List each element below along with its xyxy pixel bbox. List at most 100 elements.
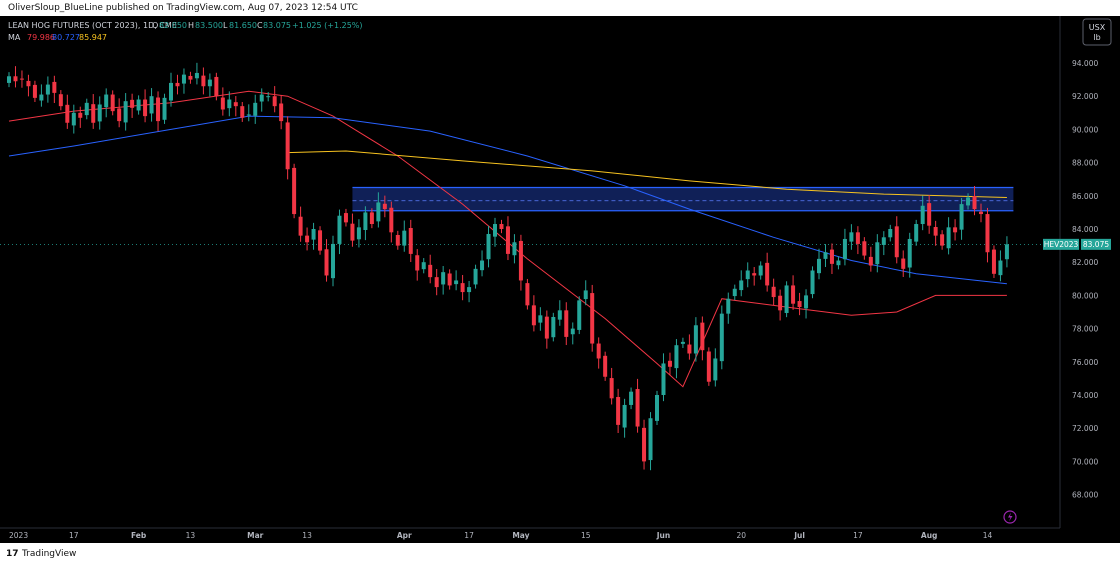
candle bbox=[363, 206, 368, 241]
candle bbox=[272, 86, 277, 113]
candle-body bbox=[428, 264, 433, 278]
legend-low-label: L bbox=[223, 21, 228, 30]
price-tag: HEV2023 83.075 bbox=[1043, 238, 1111, 250]
candle-body bbox=[26, 80, 31, 87]
candle-body bbox=[39, 94, 44, 101]
candle bbox=[415, 249, 420, 281]
candle bbox=[97, 96, 102, 130]
resistance-zone[interactable] bbox=[352, 187, 1014, 211]
candle-body bbox=[480, 260, 485, 271]
x-tick-label: Aug bbox=[921, 531, 938, 540]
candle-body bbox=[227, 99, 232, 109]
candle bbox=[674, 339, 679, 379]
legend-high: 83.500 bbox=[195, 21, 223, 30]
candle-body bbox=[350, 223, 355, 241]
candle bbox=[65, 94, 70, 129]
candle-body bbox=[84, 102, 89, 116]
candle bbox=[162, 93, 167, 124]
candle bbox=[318, 226, 323, 255]
candle bbox=[901, 250, 906, 277]
candle bbox=[557, 300, 562, 326]
candle-body bbox=[376, 202, 381, 222]
candle bbox=[791, 275, 796, 310]
candle-body bbox=[940, 234, 945, 246]
candle bbox=[862, 237, 867, 260]
candle bbox=[907, 232, 912, 278]
candle-body bbox=[726, 298, 731, 314]
candle-body bbox=[823, 252, 828, 259]
candle-body bbox=[590, 293, 595, 344]
candle-body bbox=[91, 104, 96, 123]
candle bbox=[311, 222, 316, 250]
moving-average-line bbox=[8, 115, 1007, 285]
candle bbox=[441, 266, 446, 295]
candle bbox=[220, 87, 225, 116]
candle bbox=[538, 307, 543, 331]
candle bbox=[246, 104, 251, 122]
candle bbox=[888, 224, 893, 242]
candle-body bbox=[985, 214, 990, 253]
candle-body bbox=[680, 341, 685, 344]
candle-body bbox=[13, 76, 18, 82]
candle bbox=[829, 243, 834, 274]
candle-body bbox=[953, 227, 958, 233]
price-chart[interactable]: 94.000 92.000 90.000 88.000 86.000 84.000 82.0… bbox=[0, 16, 1120, 543]
candle bbox=[505, 216, 510, 261]
candle bbox=[389, 201, 394, 243]
y-tick-label: 90.000 bbox=[1072, 125, 1098, 134]
candle bbox=[868, 246, 873, 272]
candle bbox=[518, 234, 523, 291]
candle bbox=[39, 84, 44, 107]
candle bbox=[667, 352, 672, 375]
publisher-bar: OliverSloup_BlueLine published on Tradin… bbox=[0, 0, 1120, 16]
price-tag-symbol: HEV2023 bbox=[1044, 240, 1079, 249]
legend-change: +1.025 (+1.25%) bbox=[292, 21, 363, 30]
candle-body bbox=[45, 84, 50, 95]
candle-body bbox=[817, 258, 821, 274]
candle-body bbox=[110, 94, 115, 112]
candle-body bbox=[246, 114, 251, 116]
candle-body bbox=[758, 265, 763, 276]
candle-body bbox=[907, 238, 912, 268]
candle-body bbox=[337, 215, 342, 244]
candle-body bbox=[622, 404, 627, 428]
candle bbox=[402, 220, 407, 252]
candle bbox=[940, 230, 945, 250]
candle-body bbox=[408, 228, 413, 254]
chart-area[interactable]: 94.000 92.000 90.000 88.000 86.000 84.000 82.0… bbox=[0, 16, 1120, 543]
candle bbox=[343, 208, 348, 227]
events-icon[interactable] bbox=[1003, 510, 1017, 524]
candle-body bbox=[551, 316, 556, 338]
candle-body bbox=[194, 72, 199, 79]
price-tag-value: 83.075 bbox=[1083, 240, 1109, 249]
candle bbox=[732, 284, 737, 301]
candle-body bbox=[804, 295, 809, 309]
candle-body bbox=[71, 112, 76, 126]
candle-body bbox=[946, 227, 951, 249]
candle bbox=[914, 219, 919, 246]
candle bbox=[110, 90, 115, 116]
currency-badge[interactable]: USX lb bbox=[1082, 18, 1112, 46]
candle-body bbox=[318, 230, 323, 251]
publisher-line: OliverSloup_BlueLine published on Tradin… bbox=[8, 3, 358, 13]
candle-body bbox=[674, 345, 679, 369]
y-tick-label: 94.000 bbox=[1072, 59, 1098, 68]
candle-body bbox=[473, 268, 478, 285]
x-tick-label: 17 bbox=[69, 531, 79, 540]
candle-body bbox=[706, 351, 711, 382]
candle bbox=[583, 280, 588, 306]
candle-body bbox=[564, 310, 569, 337]
candle-body bbox=[266, 96, 271, 98]
candle bbox=[881, 231, 886, 256]
candle-body bbox=[136, 99, 141, 111]
candle bbox=[356, 219, 361, 248]
candle bbox=[959, 197, 964, 240]
candle bbox=[305, 227, 310, 251]
candle bbox=[227, 91, 232, 117]
candle bbox=[421, 258, 426, 274]
candle bbox=[946, 217, 951, 255]
candle bbox=[927, 194, 932, 234]
candle bbox=[214, 72, 219, 101]
candle-body bbox=[499, 224, 504, 229]
candle-body bbox=[991, 249, 996, 274]
